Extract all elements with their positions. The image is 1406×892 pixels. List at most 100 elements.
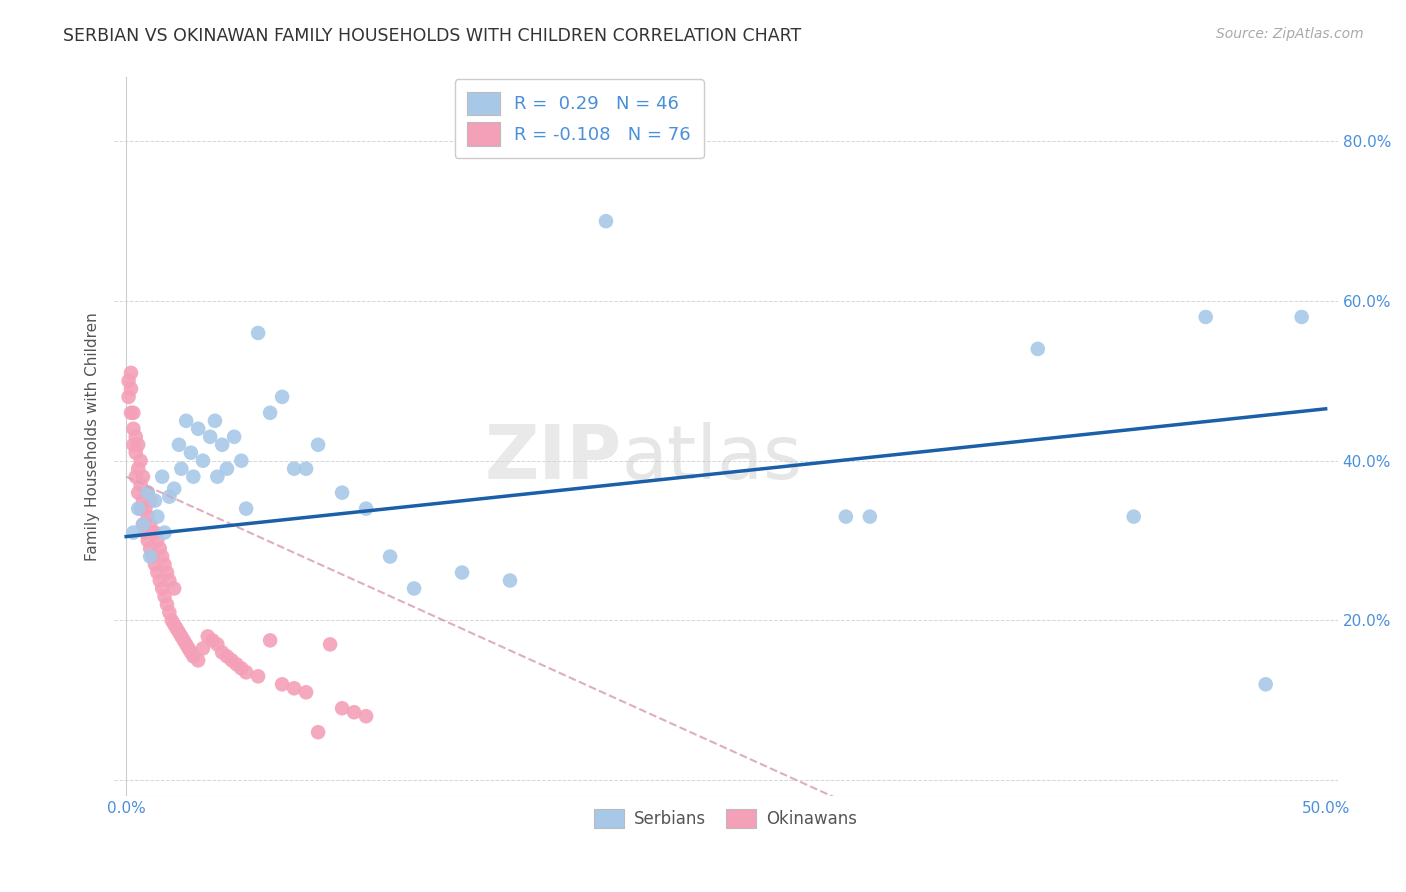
Point xyxy=(166,621,188,635)
Point xyxy=(231,661,253,675)
Text: atlas: atlas xyxy=(621,422,803,495)
Point xyxy=(204,414,226,428)
Point xyxy=(167,438,190,452)
Point xyxy=(132,517,155,532)
Point xyxy=(187,653,209,667)
Point xyxy=(307,725,329,739)
Legend: Serbians, Okinawans: Serbians, Okinawans xyxy=(588,802,865,835)
Point xyxy=(183,469,205,483)
Point xyxy=(153,590,176,604)
Point xyxy=(451,566,474,580)
Point xyxy=(225,657,247,672)
Point xyxy=(136,485,159,500)
Point xyxy=(143,493,166,508)
Point xyxy=(319,637,342,651)
Point xyxy=(180,645,202,659)
Point xyxy=(163,482,186,496)
Point xyxy=(835,509,858,524)
Point xyxy=(146,533,169,548)
Point xyxy=(271,677,294,691)
Point xyxy=(378,549,401,564)
Point xyxy=(295,685,318,699)
Point xyxy=(177,641,200,656)
Point xyxy=(142,549,165,564)
Point xyxy=(354,709,377,723)
Point xyxy=(157,606,180,620)
Point xyxy=(247,669,270,683)
Point xyxy=(259,633,281,648)
Point xyxy=(183,649,205,664)
Point xyxy=(211,438,233,452)
Point xyxy=(231,454,253,468)
Point xyxy=(201,633,224,648)
Point xyxy=(295,461,318,475)
Point xyxy=(120,382,142,396)
Point xyxy=(191,454,214,468)
Point xyxy=(150,549,173,564)
Point xyxy=(247,326,270,340)
Point xyxy=(163,582,186,596)
Point xyxy=(149,541,172,556)
Point xyxy=(180,446,202,460)
Text: ZIP: ZIP xyxy=(485,422,621,495)
Point xyxy=(215,461,238,475)
Point xyxy=(1026,342,1049,356)
Point xyxy=(150,469,173,483)
Point xyxy=(174,637,197,651)
Point xyxy=(167,625,190,640)
Point xyxy=(156,566,179,580)
Point xyxy=(150,582,173,596)
Point xyxy=(307,438,329,452)
Point xyxy=(125,446,148,460)
Point xyxy=(127,461,149,475)
Point xyxy=(271,390,294,404)
Point xyxy=(142,525,165,540)
Point xyxy=(125,469,148,483)
Point xyxy=(163,617,186,632)
Point xyxy=(187,422,209,436)
Point xyxy=(859,509,882,524)
Point xyxy=(122,406,145,420)
Point xyxy=(283,461,305,475)
Point xyxy=(354,501,377,516)
Y-axis label: Family Households with Children: Family Households with Children xyxy=(86,312,100,561)
Point xyxy=(125,430,148,444)
Point xyxy=(170,629,193,643)
Point xyxy=(1122,509,1144,524)
Point xyxy=(198,430,221,444)
Point xyxy=(132,469,155,483)
Text: SERBIAN VS OKINAWAN FAMILY HOUSEHOLDS WITH CHILDREN CORRELATION CHART: SERBIAN VS OKINAWAN FAMILY HOUSEHOLDS WI… xyxy=(63,27,801,45)
Point xyxy=(149,574,172,588)
Point xyxy=(143,558,166,572)
Point xyxy=(153,525,176,540)
Point xyxy=(122,438,145,452)
Point xyxy=(120,366,142,380)
Point xyxy=(157,574,180,588)
Point xyxy=(156,598,179,612)
Point xyxy=(129,454,152,468)
Point xyxy=(136,533,159,548)
Point xyxy=(170,461,193,475)
Point xyxy=(139,549,162,564)
Point xyxy=(117,390,139,404)
Point xyxy=(330,485,353,500)
Point xyxy=(139,493,162,508)
Point xyxy=(134,525,156,540)
Point xyxy=(122,525,145,540)
Point xyxy=(224,430,246,444)
Text: Source: ZipAtlas.com: Source: ZipAtlas.com xyxy=(1216,27,1364,41)
Point xyxy=(139,541,162,556)
Point xyxy=(1291,310,1313,324)
Point xyxy=(117,374,139,388)
Point xyxy=(132,493,155,508)
Point xyxy=(191,641,214,656)
Point xyxy=(197,629,219,643)
Point xyxy=(207,469,229,483)
Point xyxy=(120,406,142,420)
Point xyxy=(136,509,159,524)
Point xyxy=(235,501,257,516)
Point xyxy=(160,614,183,628)
Point xyxy=(283,681,305,696)
Point xyxy=(129,477,152,491)
Point xyxy=(207,637,229,651)
